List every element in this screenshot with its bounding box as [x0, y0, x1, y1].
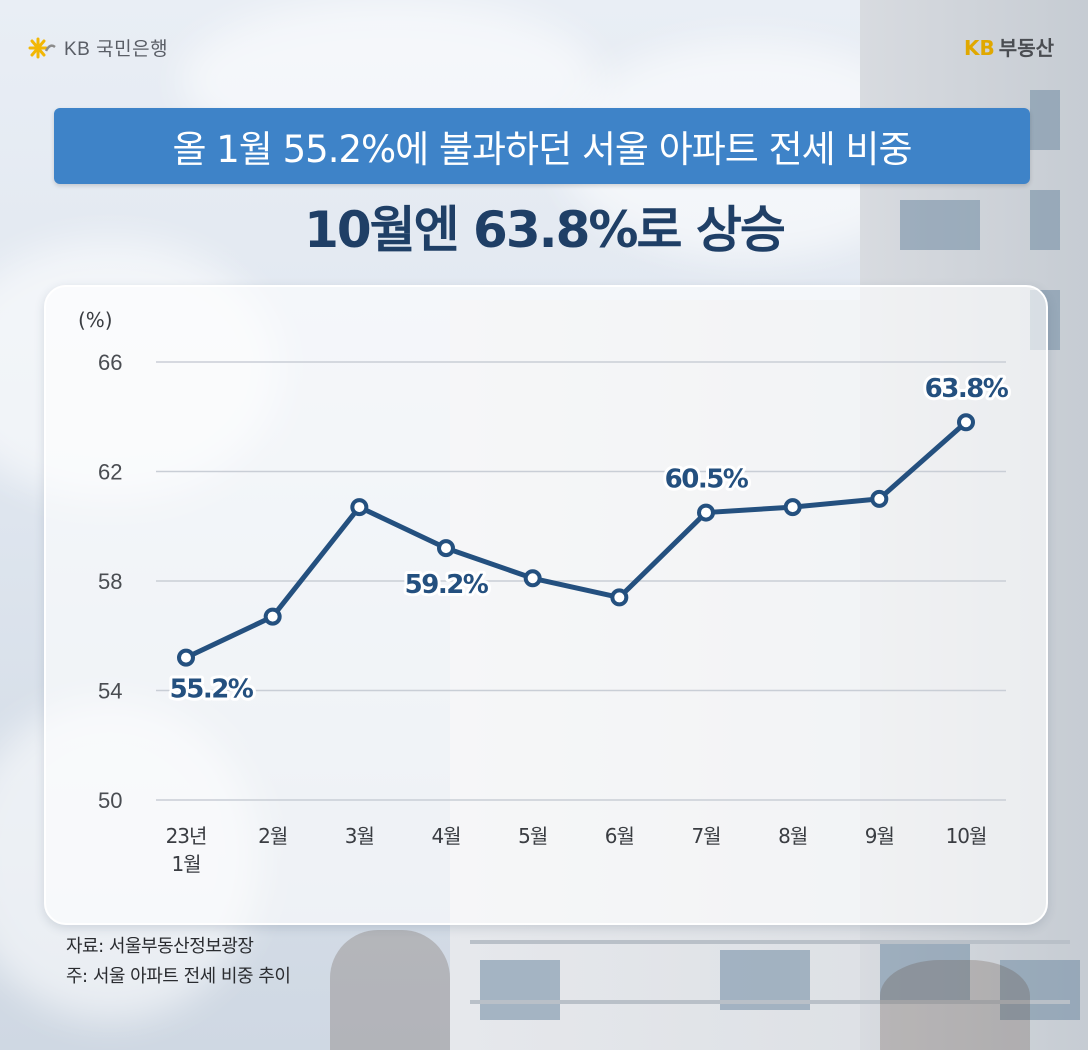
x-tick-label: 2월: [258, 824, 287, 848]
footnotes: 자료: 서울부동산정보광장 주: 서울 아파트 전세 비중 추이: [66, 932, 291, 992]
x-tick-label: 5월: [518, 824, 547, 848]
data-point: [870, 489, 889, 508]
chart-note: 주: 서울 아파트 전세 비중 추이: [66, 966, 291, 987]
line-chart: (%) 50 54 58 62 66 23년 1월 2월 3월 4월 5월 6월 7월 8월 9월 10월 55.…: [78, 308, 1013, 876]
x-tick-label: 23년 1월: [166, 824, 207, 876]
kb-realestate-logo-kb: KB: [964, 36, 995, 60]
y-tick-label: 50: [98, 788, 122, 813]
y-tick-label: 54: [98, 679, 122, 704]
data-point: [697, 503, 715, 522]
data-label: 63.8%: [925, 374, 1009, 404]
kb-bank-logo-text: KB 국민은행: [64, 39, 169, 60]
data-point: [957, 413, 975, 432]
kb-star-icon: [28, 37, 56, 58]
x-tick-label: 9월: [865, 824, 894, 848]
data-point: [437, 539, 455, 558]
headline-title: 올 1월 55.2%에 불과하던 서울 아파트 전세 비중: [172, 128, 912, 171]
data-label: 55.2%: [170, 675, 254, 705]
x-tick-label: 6월: [605, 824, 634, 848]
data-point: [783, 498, 802, 517]
headline-subtitle: 10월엔 63.8%로 상승: [304, 201, 786, 259]
x-tick-label: 4월: [431, 824, 460, 848]
data-point: [263, 607, 282, 626]
data-point: [523, 569, 542, 588]
x-tick-label: 10월: [946, 824, 987, 848]
chart-panel: (%) 50 54 58 62 66 23년 1월 2월 3월 4월 5월 6월 7월 8월 9월 10월 55.…: [44, 285, 1048, 925]
x-tick-label: 3월: [345, 824, 374, 848]
data-point: [350, 498, 369, 517]
y-tick-label: 58: [98, 569, 122, 594]
kb-realestate-logo-text: 부동산: [998, 36, 1054, 60]
kb-bank-logo: KB 국민은행: [28, 34, 168, 61]
data-point: [177, 648, 195, 667]
kb-realestate-logo: KB 부동산: [964, 32, 1054, 61]
data-point: [610, 588, 629, 607]
data-label: 60.5%: [665, 465, 749, 495]
data-label: 59.2%: [405, 570, 489, 600]
headline-title-box: 올 1월 55.2%에 불과하던 서울 아파트 전세 비중: [54, 108, 1030, 184]
x-tick-label: 8월: [778, 824, 807, 848]
series-line: [183, 419, 969, 661]
y-tick-label: 62: [98, 460, 122, 485]
source-note: 자료: 서울부동산정보광장: [66, 936, 254, 957]
y-tick-label: 66: [98, 350, 122, 375]
x-tick-label: 7월: [691, 824, 720, 848]
y-axis-unit-label: (%): [78, 308, 113, 332]
